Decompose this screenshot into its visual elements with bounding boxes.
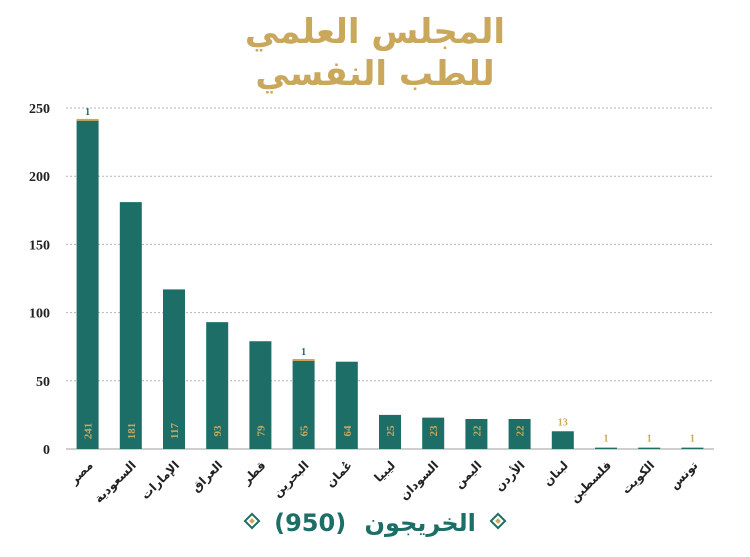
data-label: 181 [126, 423, 138, 440]
bar [76, 120, 99, 449]
x-tick-label: البحرين [270, 458, 312, 500]
bar [422, 417, 445, 449]
top-data-label: 1 [301, 347, 306, 358]
bar [638, 447, 661, 449]
graduates-total: (950) [274, 509, 347, 537]
data-label: 1 [647, 434, 652, 445]
bar [206, 322, 229, 449]
diamond-icon [243, 512, 261, 530]
x-tick-label: الكويت [619, 458, 658, 497]
bar [465, 418, 488, 449]
x-tick-label: ليبيا [371, 458, 398, 485]
data-label: 241 [83, 423, 95, 440]
x-tick-label: السعودية [91, 458, 139, 506]
x-tick-label: قطر [239, 458, 269, 488]
x-tick-label: فلسطين [567, 458, 614, 505]
bar [292, 360, 315, 449]
bar-cap [292, 358, 315, 361]
x-tick-label: اليمن [452, 458, 485, 491]
x-tick-label: الإمارات [138, 458, 182, 502]
data-label: 13 [558, 417, 568, 428]
y-tick-label: 150 [29, 238, 50, 253]
x-tick-label: تونس [667, 458, 701, 492]
data-label: 117 [169, 423, 181, 439]
data-label: 79 [255, 425, 267, 437]
top-data-label: 1 [85, 107, 90, 118]
bar-cap [76, 118, 99, 121]
bar [551, 431, 574, 449]
bar [379, 414, 401, 449]
data-label: 1 [604, 434, 609, 445]
y-tick-label: 100 [29, 307, 50, 322]
y-tick-label: 0 [43, 443, 50, 458]
x-tick-label: لبنان [540, 458, 570, 488]
graduates-footer: الخريجون (950) [0, 505, 750, 541]
bar [119, 202, 142, 449]
y-tick-label: 200 [29, 170, 50, 185]
x-tick-label: مصر [66, 458, 95, 487]
bar [681, 447, 704, 449]
bar [249, 341, 272, 449]
graduates-label: الخريجون [364, 509, 476, 537]
data-label: 93 [212, 425, 224, 437]
bar [335, 361, 358, 449]
data-label: 64 [342, 425, 354, 437]
y-tick-label: 250 [29, 102, 50, 117]
bar [595, 447, 617, 449]
bar [508, 418, 531, 449]
chart-title-line-2: للطب النفسي [255, 54, 495, 94]
y-tick-label: 50 [36, 375, 50, 390]
data-label: 65 [299, 425, 311, 437]
x-tick-label: عُمان [323, 458, 355, 490]
data-label: 22 [515, 425, 527, 437]
bar [163, 289, 185, 449]
data-label: 1 [690, 434, 695, 445]
x-tick-label: العراق [189, 458, 226, 495]
diamond-icon [489, 512, 507, 530]
data-label: 23 [428, 425, 440, 437]
chart-title-line-1: المجلس العلمي [244, 12, 506, 52]
x-tick-label: السودان [397, 458, 442, 503]
x-tick-label: الأردن [491, 458, 527, 494]
data-label: 25 [385, 425, 397, 437]
data-label: 22 [471, 425, 483, 437]
